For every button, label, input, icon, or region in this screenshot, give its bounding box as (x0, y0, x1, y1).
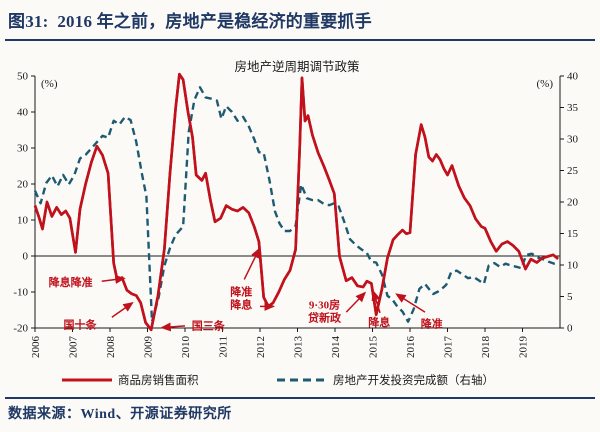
x-axis-tick-label: 2012 (255, 336, 267, 358)
annotation-label-3: 降准 (230, 285, 252, 299)
annotation-arrow-0 (101, 274, 126, 284)
chart-area: 房地产逆周期调节政策 -20 -10 0 10 20 30 40 50 (%) 0 5 10 15 20 25… (0, 56, 600, 394)
legend-label-0: 商品房销售面积 (118, 373, 199, 387)
annotation-label-4: 贷新政 (308, 311, 342, 325)
annotation-label-5: 降息 (368, 315, 390, 329)
annotation-label-3: 降息 (230, 298, 252, 312)
annotation-arrow-3 (243, 247, 260, 280)
annotation-label-2: 国三条 (192, 318, 226, 332)
right-axis-tick-label: 15 (567, 228, 579, 240)
x-axis-tick-label: 2019 (518, 336, 530, 359)
right-axis-tick-label: 25 (567, 165, 579, 177)
annotation-arrow-1 (111, 301, 134, 318)
left-axis-tick-label: 40 (17, 107, 29, 119)
x-axis-tick-label: 2013 (293, 336, 305, 359)
x-axis-tick-label: 2015 (368, 336, 380, 359)
series-line-investment (33, 86, 559, 323)
right-axis-tick-label: 5 (567, 291, 573, 303)
left-axis-tick-label: 50 (17, 71, 29, 83)
right-axis-tick-label: 20 (567, 197, 579, 209)
x-axis-tick-label: 2016 (405, 336, 417, 359)
legend-label-1: 房地产开发投资完成额（右轴） (333, 373, 494, 387)
chart-title: 房地产逆周期调节政策 (234, 59, 360, 74)
left-axis-tick-label: 0 (23, 251, 29, 263)
annotation-label-1: 国十条 (64, 317, 98, 331)
figure-title: 图31: 2016 年之前，房地产是稳经济的重要抓手 (8, 12, 372, 31)
left-axis-tick-label: 10 (17, 215, 29, 227)
right-axis-unit-label: (%) (537, 78, 554, 90)
data-source: 数据来源：Wind、开源证券研究所 (8, 407, 232, 422)
x-axis-tick-label: 2014 (330, 336, 342, 359)
x-axis-tick-label: 2018 (480, 336, 492, 359)
annotation-label-4: 9·30房 (309, 298, 340, 312)
left-axis-tick-label: 20 (17, 179, 29, 191)
x-axis-tick-label: 2010 (180, 336, 192, 359)
left-axis-tick-label: 30 (17, 143, 29, 155)
annotation-arrow-5 (371, 289, 381, 314)
x-axis-tick-label: 2006 (30, 336, 42, 359)
x-axis-tick-label: 2017 (443, 336, 455, 359)
annotation-label-6: 降准 (421, 316, 443, 330)
right-axis-tick-label: 35 (567, 102, 579, 114)
annotation-arrow-6 (395, 293, 426, 313)
right-axis-tick-label: 0 (567, 323, 573, 335)
right-axis-tick-label: 30 (567, 134, 579, 146)
line-chart: 房地产逆周期调节政策 -20 -10 0 10 20 30 40 50 (%) 0 5 10 15 20 25… (13, 59, 579, 387)
title-underline (5, 39, 595, 41)
annotation-arrow-4 (345, 291, 367, 313)
series-line-sales-top (33, 72, 559, 332)
left-axis-unit-label: (%) (41, 78, 58, 90)
x-axis-tick-label: 2009 (143, 336, 155, 359)
left-axis-tick-label: -20 (13, 323, 28, 335)
left-axis-tick-label: -10 (13, 287, 28, 299)
annotation-arrow-2 (160, 322, 186, 332)
right-axis-tick-label: 10 (567, 260, 579, 272)
x-axis-tick-label: 2007 (68, 336, 80, 359)
x-axis-tick-label: 2011 (218, 336, 230, 358)
right-axis-tick-label: 40 (567, 71, 579, 83)
x-axis-tick-label: 2008 (105, 336, 117, 359)
footer-rule (5, 397, 595, 399)
annotation-label-0: 降息降准 (49, 275, 93, 289)
